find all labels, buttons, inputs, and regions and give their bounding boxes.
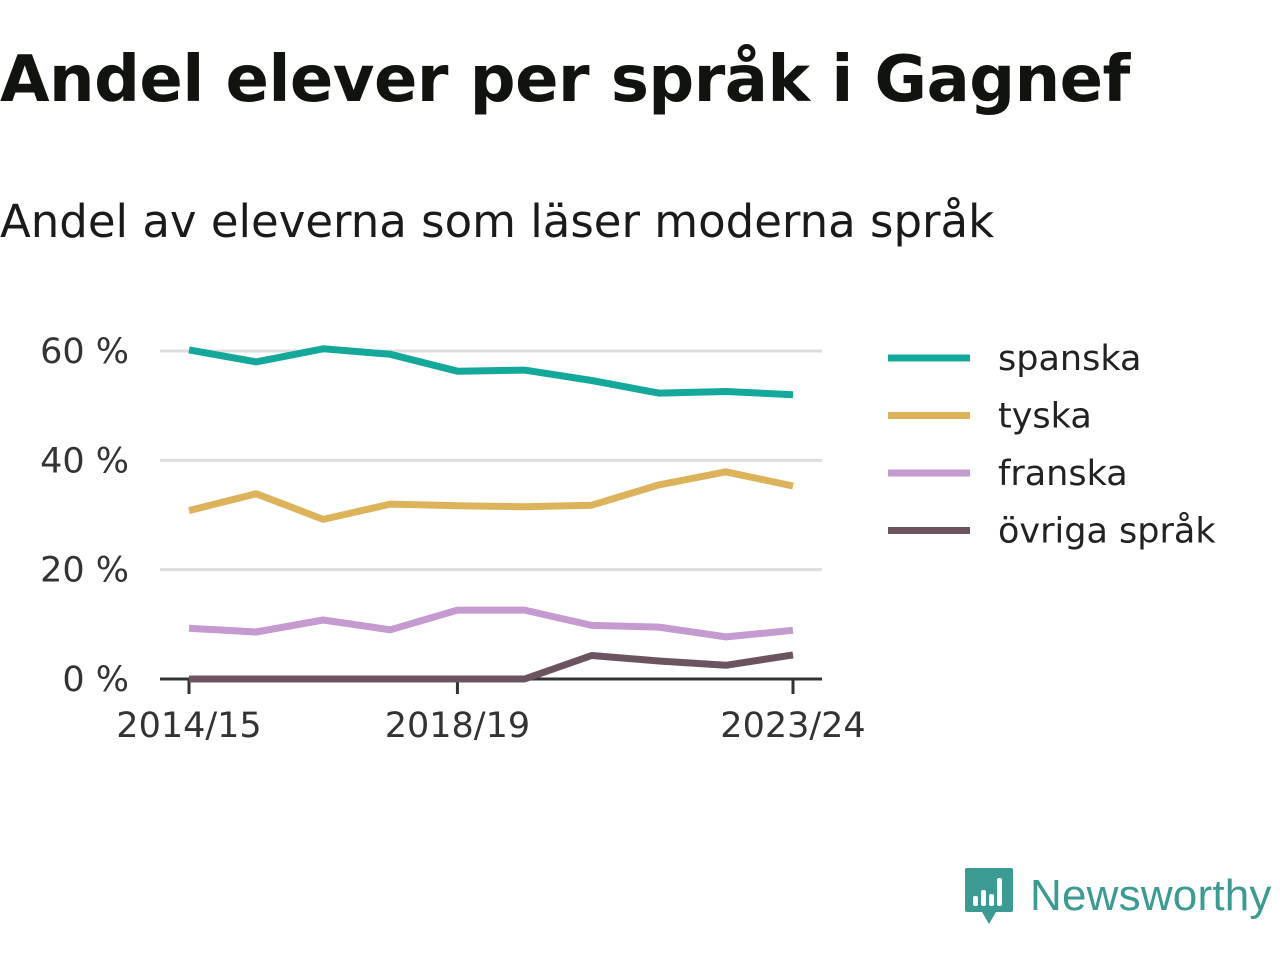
bar-chart-speech-bubble-icon: [965, 868, 1013, 924]
y-axis: 0 % 20 % 40 % 60 %: [40, 332, 129, 700]
legend-label-spanska: spanska: [998, 339, 1141, 379]
x-axis: 2014/15 2018/19 2023/24: [116, 677, 866, 746]
series-line-tyska: [188, 468, 794, 523]
x-tick-label: 2018/19: [385, 706, 530, 746]
brand-name: Newsworthy: [1030, 871, 1272, 920]
line-chart: 0 % 20 % 40 % 60 % 2014/15 2018/19 2023/24 sp…: [40, 332, 1216, 746]
x-tick-label: 2014/15: [116, 706, 261, 746]
series-line-franska: [188, 606, 794, 641]
series-line-övriga-språk: [189, 651, 794, 683]
grid-lines: [160, 349, 822, 572]
legend-label-tyska: tyska: [998, 397, 1092, 437]
chart-title: Andel elever per språk i Gagnef: [0, 43, 1130, 117]
y-tick-label: 40 %: [40, 441, 129, 481]
legend-label-övriga-språk: övriga språk: [998, 511, 1216, 552]
y-tick-label: 20 %: [40, 551, 129, 591]
y-tick-label: 60 %: [40, 332, 129, 372]
x-tick-label: 2023/24: [720, 706, 865, 746]
newsworthy-logo: Newsworthy: [964, 864, 1272, 928]
series-lines: [188, 345, 794, 683]
chart-subtitle: Andel av eleverna som läser moderna språ…: [0, 195, 995, 248]
series-line-spanska: [188, 345, 794, 399]
legend: spanska tyska franska övriga språk: [888, 339, 1216, 552]
legend-label-franska: franska: [998, 454, 1128, 494]
y-tick-label: 0 %: [62, 660, 129, 700]
